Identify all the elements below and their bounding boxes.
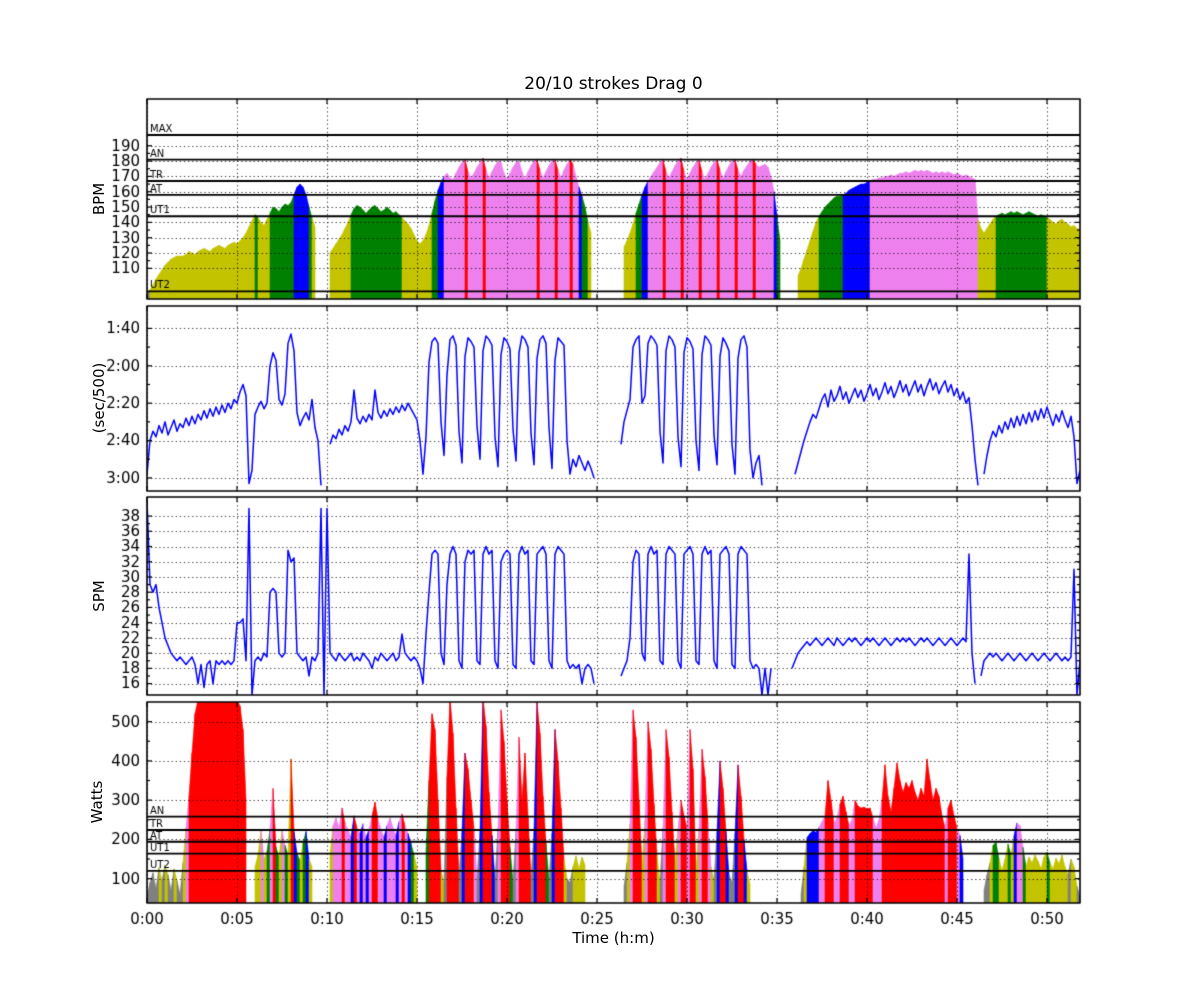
x-axis-label: Time (h:m)	[572, 929, 655, 947]
y-axis-label-spm: SPM	[90, 580, 108, 612]
y-axis-label-bpm: BPM	[90, 182, 108, 216]
chart-title: 20/10 strokes Drag 0	[524, 74, 703, 94]
y-axis-label-watts: Watts	[88, 780, 106, 824]
y-axis-label-pace: (sec/500)	[90, 362, 108, 434]
